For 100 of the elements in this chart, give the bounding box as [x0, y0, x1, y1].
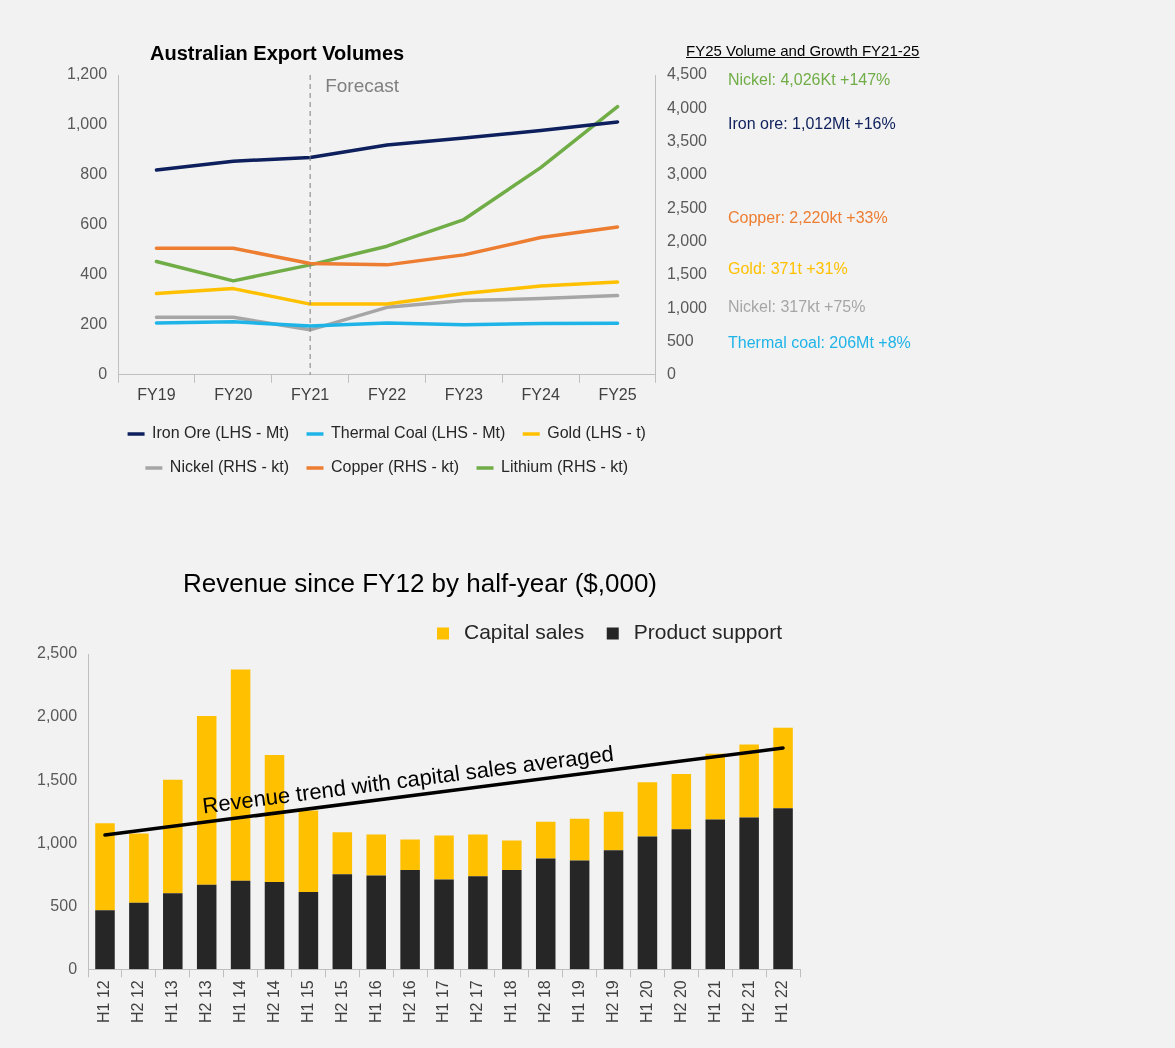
bar [434, 879, 454, 970]
x-tick-label: FY23 [444, 385, 484, 403]
bar [196, 884, 217, 970]
x-tick-label: H2 20 [671, 980, 689, 1024]
y2-tick-label: 2,500 [666, 198, 708, 216]
x-tick-label: FY20 [214, 385, 253, 403]
y2-tick-label: 3,500 [666, 132, 708, 150]
bar [264, 881, 285, 970]
y2-tick-label: 500 [666, 331, 694, 349]
bar [739, 744, 759, 818]
text: Thermal coal: 206Mt +8% [728, 333, 911, 351]
legend-label: Copper (RHS - kt) [330, 458, 460, 476]
bar [637, 836, 658, 970]
y2-tick-label: 2,000 [666, 231, 708, 249]
bar [468, 834, 488, 877]
bar [298, 891, 319, 970]
x-tick-label: H1 21 [705, 980, 723, 1024]
bar [739, 817, 759, 970]
bar [332, 874, 353, 970]
y2-tick-label: 4,500 [666, 65, 708, 83]
bar [705, 753, 726, 820]
x-tick-label: H2 19 [603, 980, 621, 1024]
bar [603, 811, 624, 851]
bar [671, 829, 692, 970]
bar [603, 850, 624, 970]
y-tick-label: 1,000 [66, 115, 108, 133]
x-tick-label: H2 17 [468, 980, 486, 1024]
y2-tick-label: 1,000 [666, 298, 708, 316]
x-tick-label: H1 12 [95, 980, 113, 1024]
x-tick-label: FY21 [291, 385, 330, 403]
y-tick-label: 0 [68, 959, 78, 977]
y-tick-label: 500 [50, 896, 78, 914]
bar [637, 782, 658, 837]
text: Iron ore: 1,012Mt +16% [728, 114, 896, 132]
x-tick-label: H1 18 [502, 980, 520, 1024]
bar [366, 834, 386, 876]
bar [298, 810, 319, 892]
x-tick-label: H1 13 [163, 980, 181, 1024]
ref-line-label: Forecast [325, 74, 400, 96]
bar [671, 773, 692, 830]
x-tick-label: H1 15 [298, 980, 316, 1024]
bar [366, 875, 386, 970]
x-tick-label: FY22 [367, 385, 407, 403]
x-tick-label: H2 16 [400, 980, 418, 1024]
y-tick-label: 2,000 [36, 707, 78, 725]
x-tick-label: H2 21 [739, 980, 757, 1024]
legend-label: Thermal Coal (LHS - Mt) [330, 424, 506, 442]
bar [569, 860, 590, 970]
legend-label: Product support [633, 620, 783, 644]
y2-tick-label: 4,000 [666, 98, 708, 116]
y-tick-label: 0 [98, 365, 108, 383]
text: FY25 Volume and Growth FY21-25 [686, 42, 920, 59]
bar [95, 823, 115, 911]
y2-tick-label: 0 [666, 365, 676, 383]
x-tick-label: H2 15 [332, 980, 350, 1024]
x-tick-label: H2 13 [197, 980, 215, 1024]
text: Nickel: 317kt +75% [728, 297, 866, 315]
bar [163, 893, 183, 970]
y-tick-label: 1,500 [36, 770, 78, 788]
x-tick-label: FY24 [521, 385, 560, 403]
bar [163, 779, 183, 894]
legend-label: Nickel (RHS - kt) [169, 458, 289, 476]
y-tick-label: 2,500 [36, 644, 78, 662]
x-tick-label: H1 17 [434, 980, 452, 1024]
y-tick-label: 200 [80, 315, 108, 333]
bar [773, 808, 793, 970]
x-tick-label: H2 18 [536, 980, 554, 1024]
x-tick-label: H1 14 [231, 980, 249, 1024]
chart-title: Australian Export Volumes [150, 42, 405, 65]
x-tick-label: H1 22 [773, 980, 791, 1024]
legend-label: Lithium (RHS - kt) [501, 458, 629, 476]
bar [705, 819, 726, 970]
bar [468, 876, 488, 970]
x-tick-label: H2 14 [264, 980, 282, 1024]
bar [502, 869, 522, 970]
bar [332, 832, 353, 875]
y-tick-label: 400 [80, 265, 108, 283]
y2-tick-label: 1,500 [666, 265, 708, 283]
x-tick-label: FY25 [598, 385, 637, 403]
text: Nickel: 4,026Kt +147% [728, 71, 891, 89]
text: Copper: 2,220kt +33% [728, 209, 888, 227]
annotation: Revenue trend with capital sales averaged [200, 740, 616, 819]
x-tick-label: FY19 [137, 385, 176, 403]
x-tick-label: H1 20 [637, 980, 655, 1024]
chart-title: Revenue since FY12 by half-year ($,000) [182, 568, 658, 599]
y-tick-label: 1,000 [36, 833, 78, 851]
bar [535, 821, 556, 859]
x-tick-label: H1 19 [570, 980, 588, 1024]
bar [400, 839, 420, 870]
bar [400, 869, 420, 970]
bar [129, 833, 149, 903]
y-tick-label: 600 [80, 215, 108, 233]
legend-label: Capital sales [464, 620, 585, 644]
bar [434, 835, 454, 880]
x-tick-label: H2 12 [129, 980, 147, 1024]
y-tick-label: 800 [80, 165, 108, 183]
x-tick-label: H1 16 [366, 980, 384, 1024]
bar [569, 818, 590, 861]
bar [502, 840, 522, 870]
bar [230, 880, 251, 970]
